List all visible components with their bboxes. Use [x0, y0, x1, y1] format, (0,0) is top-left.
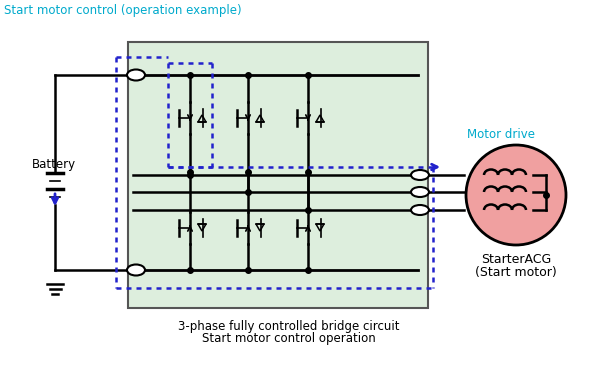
- Ellipse shape: [411, 187, 429, 197]
- Ellipse shape: [411, 170, 429, 180]
- Bar: [128, 42, 428, 308]
- Text: 3-phase fully controlled bridge circuit: 3-phase fully controlled bridge circuit: [178, 320, 399, 333]
- Text: Battery: Battery: [32, 158, 76, 171]
- Ellipse shape: [127, 265, 145, 276]
- Text: Start motor control operation: Start motor control operation: [201, 332, 376, 345]
- Text: Start motor control (operation example): Start motor control (operation example): [4, 4, 242, 17]
- Ellipse shape: [127, 69, 145, 81]
- Text: StarterACG: StarterACG: [481, 253, 551, 266]
- Text: (Start motor): (Start motor): [475, 266, 557, 279]
- Ellipse shape: [411, 205, 429, 215]
- Text: Motor drive: Motor drive: [467, 128, 535, 141]
- Circle shape: [466, 145, 566, 245]
